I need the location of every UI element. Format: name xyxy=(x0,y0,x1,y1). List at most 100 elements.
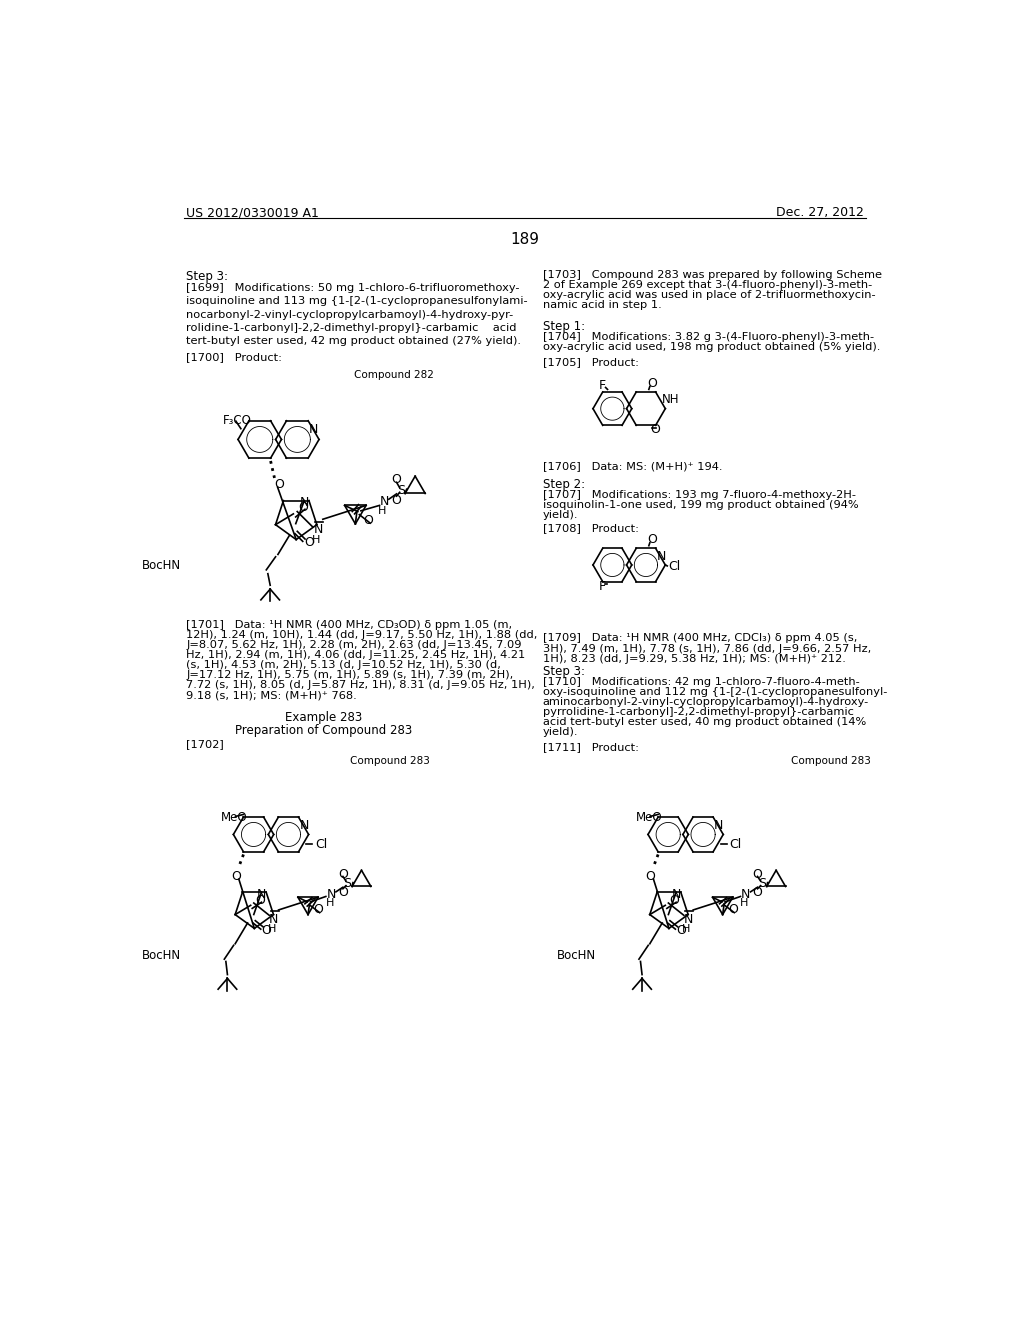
Text: O: O xyxy=(255,894,265,907)
Text: N: N xyxy=(672,888,681,902)
Text: N: N xyxy=(309,424,318,436)
Text: [1710]   Modifications: 42 mg 1-chloro-7-fluoro-4-meth-: [1710] Modifications: 42 mg 1-chloro-7-f… xyxy=(543,677,859,688)
Text: [1699]   Modifications: 50 mg 1-chloro-6-trifluoromethoxy-
isoquinoline and 113 : [1699] Modifications: 50 mg 1-chloro-6-t… xyxy=(186,284,527,346)
Text: yield).: yield). xyxy=(543,511,579,520)
Text: namic acid in step 1.: namic acid in step 1. xyxy=(543,300,662,310)
Text: 189: 189 xyxy=(510,231,540,247)
Text: 1H), 8.23 (dd, J=9.29, 5.38 Hz, 1H); MS: (M+H)⁺ 212.: 1H), 8.23 (dd, J=9.29, 5.38 Hz, 1H); MS:… xyxy=(543,653,846,664)
Text: O: O xyxy=(261,924,271,937)
Text: N: N xyxy=(313,523,323,536)
Text: H: H xyxy=(267,924,275,935)
Text: 12H), 1.24 (m, 10H), 1.44 (dd, J=9.17, 5.50 Hz, 1H), 1.88 (dd,: 12H), 1.24 (m, 10H), 1.44 (dd, J=9.17, 5… xyxy=(186,631,538,640)
Text: 7.72 (s, 1H), 8.05 (d, J=5.87 Hz, 1H), 8.31 (d, J=9.05 Hz, 1H),: 7.72 (s, 1H), 8.05 (d, J=5.87 Hz, 1H), 8… xyxy=(186,681,535,690)
Text: F: F xyxy=(599,579,606,593)
Text: [1711]   Product:: [1711] Product: xyxy=(543,742,639,752)
Text: S: S xyxy=(343,876,351,890)
Text: MeO: MeO xyxy=(636,810,663,824)
Text: [1700]   Product:: [1700] Product: xyxy=(186,352,283,363)
Text: Step 1:: Step 1: xyxy=(543,321,585,333)
Text: oxy-acrylic acid used, 198 mg product obtained (5% yield).: oxy-acrylic acid used, 198 mg product ob… xyxy=(543,342,880,352)
Text: O: O xyxy=(362,513,373,527)
Text: pyrrolidine-1-carbonyl]-2,2-dimethyl-propyl}-carbamic: pyrrolidine-1-carbonyl]-2,2-dimethyl-pro… xyxy=(543,708,853,717)
Text: [1702]: [1702] xyxy=(186,739,224,748)
Text: N: N xyxy=(656,550,667,562)
Text: O: O xyxy=(313,903,323,916)
Text: N: N xyxy=(269,912,279,925)
Text: Cl: Cl xyxy=(729,838,741,851)
Text: N: N xyxy=(380,495,389,508)
Text: Compound 283: Compound 283 xyxy=(350,756,430,766)
Text: 9.18 (s, 1H); MS: (M+H)⁺ 768.: 9.18 (s, 1H); MS: (M+H)⁺ 768. xyxy=(186,690,357,701)
Text: O: O xyxy=(230,870,241,883)
Text: Example 283: Example 283 xyxy=(285,711,361,725)
Text: N: N xyxy=(684,912,693,925)
Text: BocHN: BocHN xyxy=(142,560,181,573)
Text: [1707]   Modifications: 193 mg 7-fluoro-4-methoxy-2H-: [1707] Modifications: 193 mg 7-fluoro-4-… xyxy=(543,490,856,500)
Text: NH: NH xyxy=(662,393,679,407)
Text: US 2012/0330019 A1: US 2012/0330019 A1 xyxy=(186,206,319,219)
Text: O: O xyxy=(650,424,660,437)
Text: H: H xyxy=(311,535,321,545)
Text: O: O xyxy=(645,870,655,883)
Text: N: N xyxy=(257,888,266,902)
Text: N: N xyxy=(327,887,336,900)
Text: acid tert-butyl ester used, 40 mg product obtained (14%: acid tert-butyl ester used, 40 mg produc… xyxy=(543,718,866,727)
Text: F₃CO: F₃CO xyxy=(223,413,252,426)
Text: S: S xyxy=(397,483,406,496)
Text: O: O xyxy=(676,924,686,937)
Text: [1705]   Product:: [1705] Product: xyxy=(543,358,639,367)
Text: aminocarbonyl-2-vinyl-cyclopropylcarbamoyl)-4-hydroxy-: aminocarbonyl-2-vinyl-cyclopropylcarbamo… xyxy=(543,697,869,708)
Text: O: O xyxy=(299,502,308,515)
Text: Cl: Cl xyxy=(314,838,327,851)
Text: H: H xyxy=(378,506,386,516)
Text: Compound 283: Compound 283 xyxy=(791,756,870,766)
Text: Step 3:: Step 3: xyxy=(543,665,585,678)
Text: O: O xyxy=(728,903,737,916)
Text: BocHN: BocHN xyxy=(557,949,596,962)
Text: N: N xyxy=(741,887,751,900)
Text: N: N xyxy=(299,818,309,832)
Text: Step 2:: Step 2: xyxy=(543,478,585,491)
Text: N: N xyxy=(714,818,724,832)
Text: [1706]   Data: MS: (M+H)⁺ 194.: [1706] Data: MS: (M+H)⁺ 194. xyxy=(543,461,722,471)
Text: [1701]   Data: ¹H NMR (400 MHz, CD₃OD) δ ppm 1.05 (m,: [1701] Data: ¹H NMR (400 MHz, CD₃OD) δ p… xyxy=(186,620,512,631)
Text: H: H xyxy=(682,924,690,935)
Text: O: O xyxy=(753,867,763,880)
Text: N: N xyxy=(300,496,309,510)
Text: Cl: Cl xyxy=(669,561,681,573)
Text: [1709]   Data: ¹H NMR (400 MHz, CDCl₃) δ ppm 4.05 (s,: [1709] Data: ¹H NMR (400 MHz, CDCl₃) δ p… xyxy=(543,634,857,643)
Text: O: O xyxy=(391,494,401,507)
Text: 3H), 7.49 (m, 1H), 7.78 (s, 1H), 7.86 (dd, J=9.66, 2.57 Hz,: 3H), 7.49 (m, 1H), 7.78 (s, 1H), 7.86 (d… xyxy=(543,644,870,653)
Text: O: O xyxy=(647,533,656,546)
Text: O: O xyxy=(670,894,680,907)
Text: O: O xyxy=(753,886,763,899)
Text: O: O xyxy=(647,378,656,391)
Text: Compound 282: Compound 282 xyxy=(354,370,434,380)
Text: oxy-isoquinoline and 112 mg {1-[2-(1-cyclopropanesulfonyl-: oxy-isoquinoline and 112 mg {1-[2-(1-cyc… xyxy=(543,688,887,697)
Text: H: H xyxy=(326,898,334,908)
Text: F: F xyxy=(599,379,606,392)
Text: J=8.07, 5.62 Hz, 1H), 2.28 (m, 2H), 2.63 (dd, J=13.45, 7.09: J=8.07, 5.62 Hz, 1H), 2.28 (m, 2H), 2.63… xyxy=(186,640,521,651)
Text: (s, 1H), 4.53 (m, 2H), 5.13 (d, J=10.52 Hz, 1H), 5.30 (d,: (s, 1H), 4.53 (m, 2H), 5.13 (d, J=10.52 … xyxy=(186,660,501,671)
Text: oxy-acrylic acid was used in place of 2-trifluormethoxycin-: oxy-acrylic acid was used in place of 2-… xyxy=(543,290,876,300)
Text: Step 3:: Step 3: xyxy=(186,271,228,282)
Text: BocHN: BocHN xyxy=(142,949,181,962)
Text: O: O xyxy=(338,867,348,880)
Text: isoquinolin-1-one used, 199 mg product obtained (94%: isoquinolin-1-one used, 199 mg product o… xyxy=(543,500,858,511)
Text: H: H xyxy=(740,898,749,908)
Text: O: O xyxy=(338,886,348,899)
Text: [1704]   Modifications: 3.82 g 3-(4-Fluoro-phenyl)-3-meth-: [1704] Modifications: 3.82 g 3-(4-Fluoro… xyxy=(543,333,873,342)
Text: O: O xyxy=(274,478,284,491)
Text: O: O xyxy=(304,536,314,549)
Text: [1708]   Product:: [1708] Product: xyxy=(543,524,639,533)
Text: 2 of Example 269 except that 3-(4-fluoro-phenyl)-3-meth-: 2 of Example 269 except that 3-(4-fluoro… xyxy=(543,280,871,290)
Text: O: O xyxy=(391,474,401,487)
Text: MeO: MeO xyxy=(221,810,248,824)
Text: Dec. 27, 2012: Dec. 27, 2012 xyxy=(776,206,864,219)
Text: J=17.12 Hz, 1H), 5.75 (m, 1H), 5.89 (s, 1H), 7.39 (m, 2H),: J=17.12 Hz, 1H), 5.75 (m, 1H), 5.89 (s, … xyxy=(186,671,513,680)
Text: [1703]   Compound 283 was prepared by following Scheme: [1703] Compound 283 was prepared by foll… xyxy=(543,271,882,280)
Text: yield).: yield). xyxy=(543,727,579,738)
Text: Hz, 1H), 2.94 (m, 1H), 4.06 (dd, J=11.25, 2.45 Hz, 1H), 4.21: Hz, 1H), 2.94 (m, 1H), 4.06 (dd, J=11.25… xyxy=(186,651,525,660)
Text: S: S xyxy=(758,876,766,890)
Text: Preparation of Compound 283: Preparation of Compound 283 xyxy=(234,723,412,737)
